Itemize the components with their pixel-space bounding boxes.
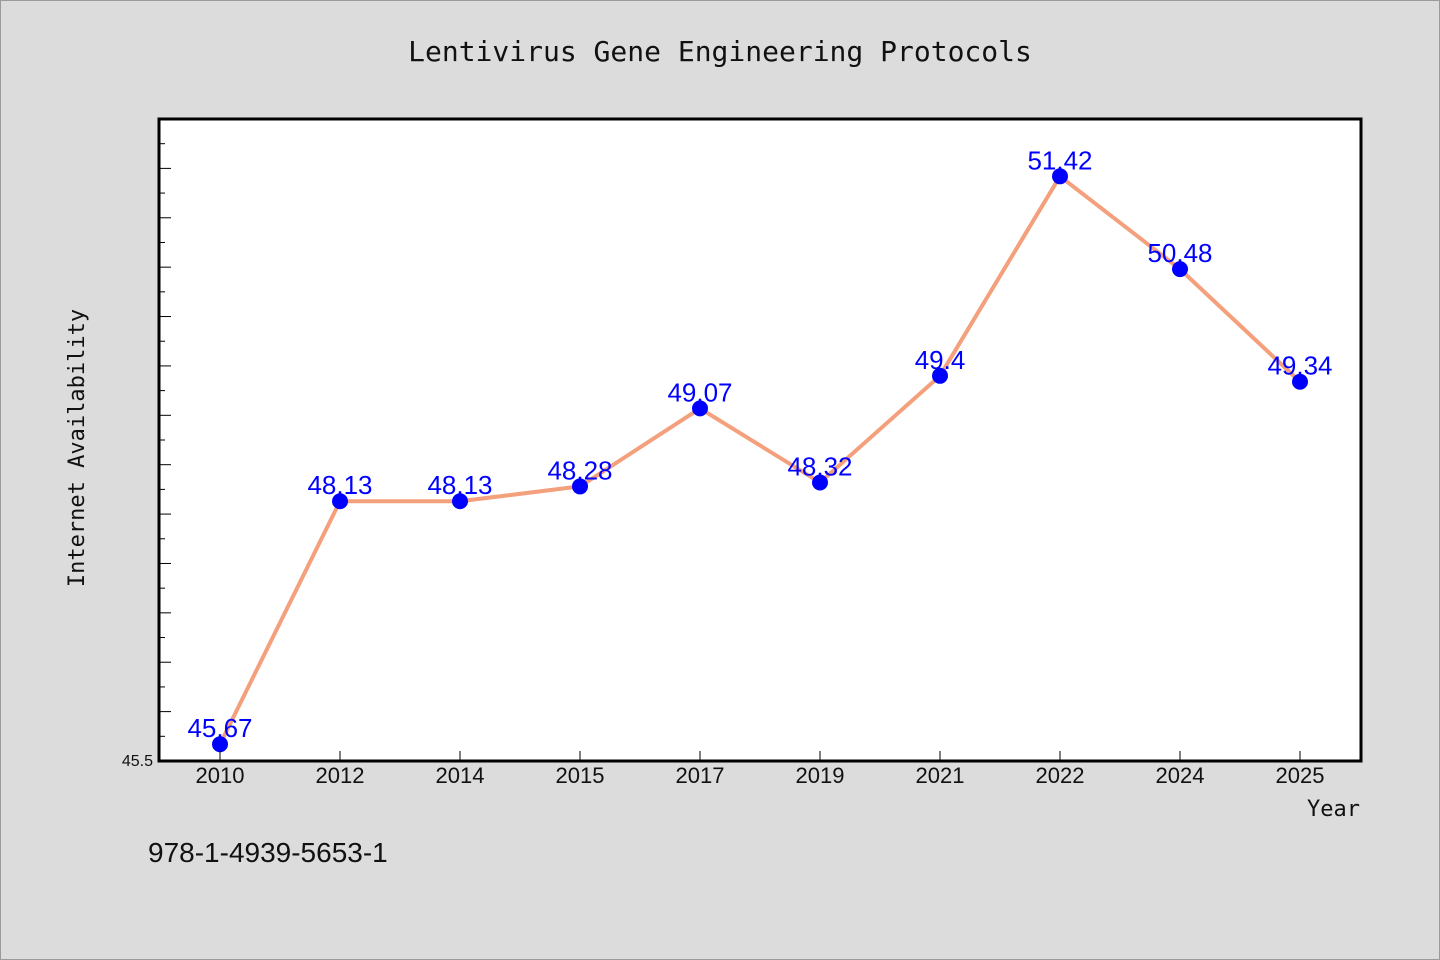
x-tick-label: 2021 (916, 763, 965, 788)
data-label: 49.4 (915, 345, 966, 375)
footnote-isbn: 978-1-4939-5653-1 (148, 837, 388, 868)
y-axis-ticks (159, 118, 171, 762)
x-tick-label: 2019 (796, 763, 845, 788)
x-tick-label: 2014 (436, 763, 485, 788)
data-point-marker (332, 493, 348, 510)
x-tick-label: 2015 (556, 763, 605, 788)
data-label: 45.67 (187, 713, 252, 743)
data-label: 49.07 (667, 377, 732, 407)
data-point-marker (572, 478, 588, 495)
plot-area (157, 117, 1363, 763)
x-tick-label: 2022 (1036, 763, 1085, 788)
x-tick-label: 2010 (196, 763, 245, 788)
data-label: 48.13 (307, 470, 372, 500)
data-point-marker (1052, 168, 1068, 185)
data-point-marker (692, 400, 708, 417)
data-label: 50.48 (1147, 238, 1212, 268)
x-axis-label: Year (1307, 797, 1360, 822)
y-axis-label: Internet Availability (65, 309, 90, 587)
data-point-marker (932, 367, 948, 384)
data-point-marker (1292, 373, 1308, 390)
data-label: 48.32 (787, 451, 852, 481)
x-tick-label: 2025 (1276, 763, 1325, 788)
series-line (218, 174, 1302, 746)
chart-title: Lentivirus Gene Engineering Protocols (408, 35, 1032, 68)
x-tick-label: 2017 (676, 763, 725, 788)
data-label: 48.13 (427, 470, 492, 500)
data-point-marker (452, 493, 468, 510)
data-point-marker (812, 474, 828, 491)
data-label: 49.34 (1267, 351, 1332, 381)
x-tick-label: 2024 (1156, 763, 1205, 788)
data-points: 45.67 48.13 48.13 48.28 49.07 48.32 49.4 51.42 5… (187, 145, 1333, 753)
x-axis-tick-labels: 2010 2012 2014 2015 2017 2019 2021 2022 2024 2025 (196, 751, 1325, 788)
data-label: 48.28 (547, 455, 612, 485)
data-point-marker (1172, 261, 1188, 278)
data-label: 51.42 (1027, 145, 1092, 175)
y-tick-label: 45.5 (122, 753, 153, 770)
data-point-marker (212, 736, 228, 753)
x-tick-label: 2012 (316, 763, 365, 788)
